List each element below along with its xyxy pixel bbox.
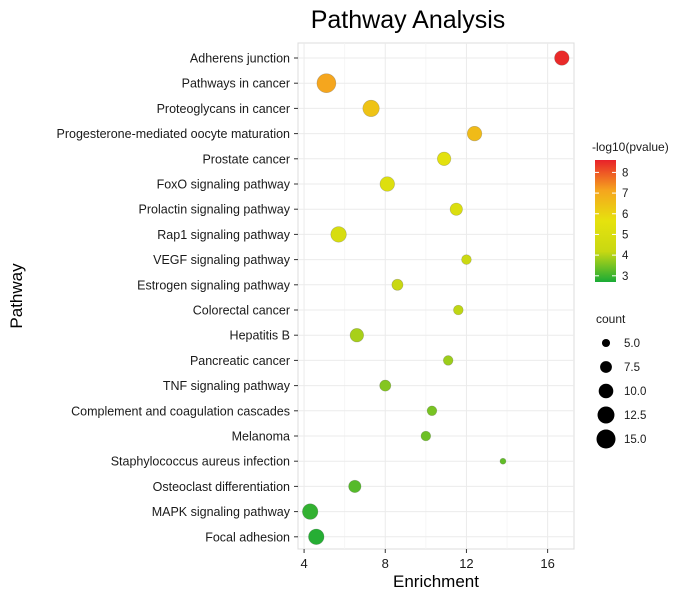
x-tick-label: 8 [382, 556, 389, 571]
size-legend-label: 7.5 [624, 362, 640, 374]
y-axis-labels: Adherens junction Pathways in cancer Prote… [57, 52, 298, 544]
data-point [426, 405, 438, 416]
plot-panel [297, 42, 575, 550]
y-tick-label: Melanoma [232, 430, 290, 444]
grid-lines [298, 43, 574, 549]
x-tick-label: 16 [540, 556, 554, 571]
size-legend-dot [601, 338, 611, 348]
y-tick-label: Prolactin signaling pathway [139, 203, 291, 217]
data-point [302, 503, 319, 520]
color-legend-title: -log10(pvalue) [592, 140, 669, 154]
y-axis-title: Pathway [7, 263, 26, 329]
data-point [437, 151, 452, 166]
data-points [302, 50, 570, 545]
y-tick-label: Estrogen signaling pathway [137, 278, 291, 292]
y-tick-label: TNF signaling pathway [163, 379, 291, 393]
color-legend-label: 8 [622, 167, 628, 179]
x-tick-label: 4 [300, 556, 307, 571]
color-legend-label: 7 [622, 188, 628, 200]
y-tick-label: Proteoglycans in cancer [157, 102, 290, 116]
y-tick-label: Staphylococcus aureus infection [111, 455, 290, 469]
size-legend-dot [597, 406, 615, 424]
data-point [453, 304, 464, 316]
size-legend-dot [600, 361, 612, 373]
y-tick-label: Complement and coagulation cascades [71, 404, 290, 418]
data-point [420, 430, 432, 442]
y-tick-label: Hepatitis B [230, 329, 290, 343]
y-tick-label: Pathways in cancer [182, 77, 290, 91]
size-legend-label: 5.0 [624, 338, 640, 350]
y-tick-label: MAPK signaling pathway [152, 505, 291, 519]
y-tick-label: Adherens junction [190, 52, 290, 66]
y-tick-label: Prostate cancer [202, 152, 290, 166]
y-tick-label: Colorectal cancer [193, 304, 290, 318]
data-point [442, 355, 454, 366]
data-point [348, 479, 362, 493]
color-legend: -log10(pvalue) 3 4 5 6 7 8 [592, 140, 669, 283]
size-legend-label: 10.0 [624, 386, 646, 398]
x-axis-title: Enrichment [393, 572, 479, 591]
data-point [466, 126, 483, 142]
y-tick-label: VEGF signaling pathway [153, 253, 291, 267]
size-legend-dot [598, 383, 614, 399]
data-point [391, 278, 404, 291]
color-legend-label: 4 [622, 250, 629, 262]
y-tick-label: Pancreatic cancer [190, 354, 290, 368]
color-legend-label: 5 [622, 229, 628, 241]
data-point [308, 528, 325, 545]
data-point [316, 73, 337, 93]
data-point [330, 226, 347, 243]
chart-title: Pathway Analysis [311, 6, 506, 34]
size-legend: count 5.0 7.5 10.0 12.5 15.0 [596, 312, 646, 449]
size-legend-label: 15.0 [624, 434, 646, 446]
x-tick-label: 12 [459, 556, 473, 571]
data-point [554, 50, 570, 66]
data-point [449, 202, 463, 216]
size-legend-title: count [596, 312, 626, 326]
x-axis: 4 8 12 16 [300, 549, 555, 571]
data-point [362, 99, 380, 117]
data-point [379, 379, 392, 392]
size-legend-dot [596, 429, 616, 449]
y-tick-label: Rap1 signaling pathway [157, 228, 290, 242]
color-legend-label: 6 [622, 209, 628, 221]
data-point [499, 457, 507, 465]
y-tick-label: FoxO signaling pathway [157, 178, 291, 192]
color-legend-label: 3 [622, 271, 628, 283]
y-tick-label: Focal adhesion [205, 530, 290, 544]
color-legend-bar [595, 160, 616, 282]
data-point [349, 328, 364, 343]
y-tick-label: Osteoclast differentiation [153, 480, 290, 494]
y-tick-label: Progesterone-mediated oocyte maturation [57, 127, 291, 141]
size-legend-label: 12.5 [624, 410, 646, 422]
data-point [379, 176, 395, 192]
data-point [461, 254, 472, 265]
